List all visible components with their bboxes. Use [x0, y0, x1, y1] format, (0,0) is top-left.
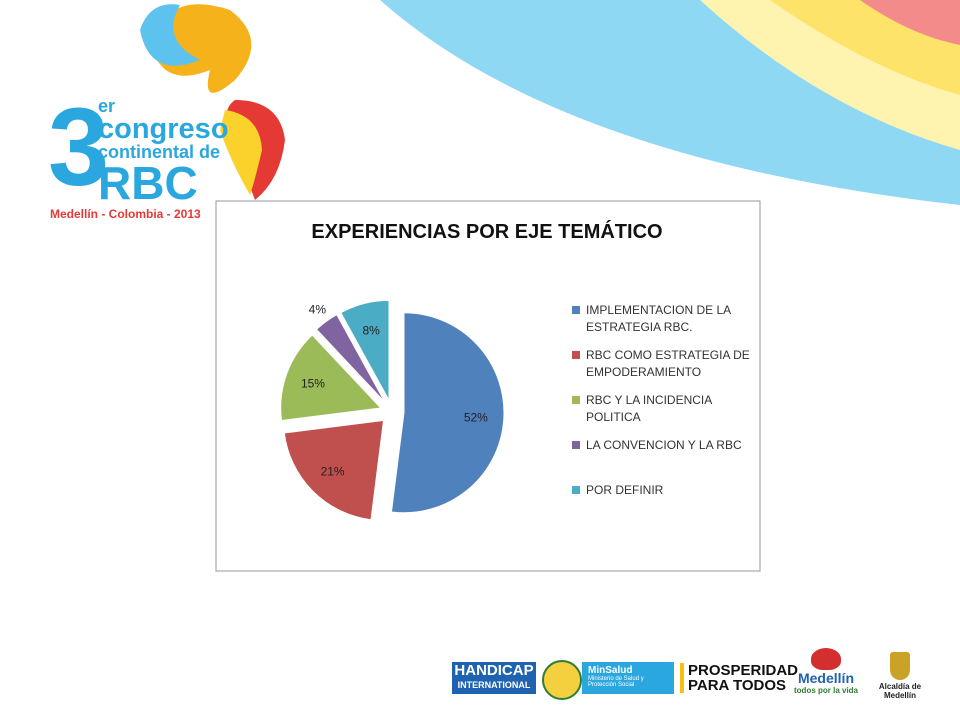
logo-text: INTERNATIONAL: [457, 680, 531, 690]
legend-swatch: [572, 351, 580, 359]
data-label: 15%: [301, 377, 325, 391]
legend-label: IMPLEMENTACION DE LA ESTRATEGIA RBC.: [586, 303, 731, 334]
logo-text: er: [98, 96, 115, 116]
logo-heart: [811, 648, 841, 670]
logo-caption: Medellín - Colombia - 2013: [50, 207, 201, 221]
logo-text: Alcaldía de Medellín: [878, 682, 922, 700]
legend-item: POR DEFINIR: [570, 482, 755, 527]
logo-number: 3: [48, 86, 109, 209]
decor-band-pink: [860, 0, 960, 45]
logo-medellin: Medellín todos por la vida: [794, 648, 858, 695]
legend-label: LA CONVENCION Y LA RBC: [586, 438, 742, 452]
pie-slice: [340, 299, 390, 401]
logo-escudo: [542, 660, 582, 700]
data-label: 4%: [309, 302, 327, 316]
logo-text: todos por la vida: [794, 686, 859, 695]
data-label: 21%: [321, 464, 345, 478]
logo-prosperidad: PROSPERIDAD PARA TODOS: [680, 663, 798, 693]
logo-shape: [150, 4, 252, 93]
pie: 52% 21% 15% 4% 8%: [280, 299, 505, 521]
legend-swatch: [572, 486, 580, 494]
logo-escudo: [890, 652, 910, 680]
logo-text: congreso: [98, 113, 229, 145]
pie-slice: [280, 334, 382, 422]
logo-text: PROSPERIDAD: [688, 662, 799, 679]
legend-item: IMPLEMENTACION DE LA ESTRATEGIA RBC.: [570, 302, 755, 347]
pie-slice: [315, 313, 386, 403]
logo-text: RBC: [98, 157, 198, 209]
legend-label: POR DEFINIR: [586, 483, 664, 497]
data-label: 8%: [362, 324, 380, 338]
data-label: 52%: [464, 410, 488, 424]
logo-text: continental de: [98, 142, 220, 162]
legend-swatch: [572, 306, 580, 314]
logo-text: MinSalud: [588, 665, 633, 676]
logo-text: Medellín: [797, 670, 854, 686]
logo-shape: [140, 4, 200, 66]
logo-text: HANDICAP: [454, 662, 534, 679]
pie-slice: [390, 312, 505, 514]
logo-minsalud: MinSalud Ministerio de Salud y Protecció…: [582, 662, 674, 694]
chart-title: EXPERIENCIAS POR EJE TEMÁTICO: [311, 220, 662, 243]
legend: IMPLEMENTACION DE LA ESTRATEGIA RBC. RBC …: [570, 302, 755, 527]
logo-handicap: HANDICAP INTERNATIONAL: [452, 662, 536, 694]
legend-item: LA CONVENCION Y LA RBC: [570, 437, 755, 482]
legend-swatch: [572, 441, 580, 449]
logo-text: PARA TODOS: [688, 677, 787, 694]
logo-text: Ministerio de Salud y Protección Social: [588, 676, 644, 688]
legend-label: RBC COMO ESTRATEGIA DE EMPODERAMIENTO: [586, 348, 750, 379]
pie-slice: [283, 419, 385, 521]
logo-alcaldia: Alcaldía de Medellín: [862, 652, 938, 700]
legend-label: RBC Y LA INCIDENCIA POLITICA: [586, 393, 712, 424]
logo-shape: [220, 110, 262, 195]
legend-item: RBC COMO ESTRATEGIA DE EMPODERAMIENTO: [570, 347, 755, 392]
legend-item: RBC Y LA INCIDENCIA POLITICA: [570, 392, 755, 437]
legend-swatch: [572, 396, 580, 404]
